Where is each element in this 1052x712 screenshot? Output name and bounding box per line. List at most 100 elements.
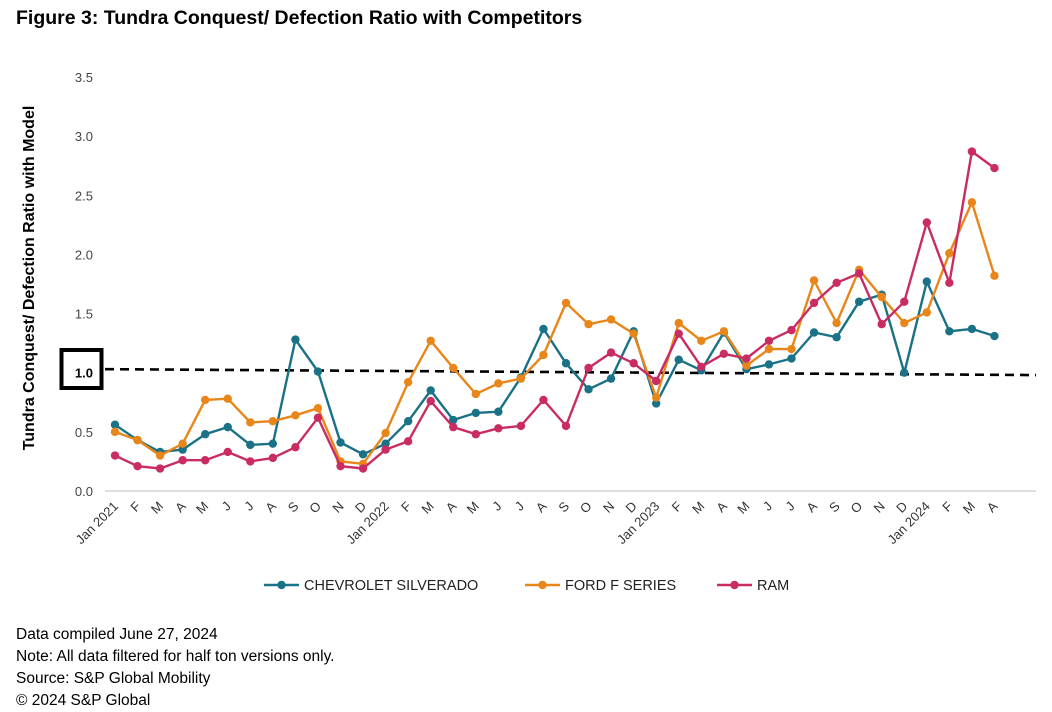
y-tick-label: 3.5 [75,70,93,85]
data-point-ram [291,443,300,452]
legend-marker-icon [730,580,739,590]
data-point-chevrolet-silverado [809,328,819,337]
data-point-ford-f-series [110,427,120,437]
x-tick-label: A [262,498,279,515]
footer-source: Source: S&P Global Mobility [16,670,211,687]
data-point-ram [336,461,345,471]
x-tick-label: F [398,498,414,514]
data-point-chevrolet-silverado [246,440,255,450]
data-point-ford-f-series [403,377,413,387]
data-point-ford-f-series [471,389,480,399]
data-point-chevrolet-silverado [426,386,435,395]
x-tick-label: F [127,498,143,514]
data-point-chevrolet-silverado [313,367,323,376]
x-tick-label: A [984,498,1001,515]
data-point-ram [268,453,278,463]
data-point-chevrolet-silverado [764,360,774,369]
data-point-chevrolet-silverado [381,439,390,448]
legend-label: FORD F SERIES [565,578,676,594]
data-point-ford-f-series [494,379,503,388]
data-point-ram [787,325,796,335]
data-point-ram [201,456,210,465]
data-point-ram [516,421,526,431]
data-point-chevrolet-silverado [945,327,954,336]
x-tick-label: A [713,498,730,515]
data-point-ram [900,297,909,306]
data-point-chevrolet-silverado [787,354,796,363]
data-point-ford-f-series [629,329,638,338]
x-tick-label: A [172,498,189,515]
data-point-ford-f-series [268,417,278,426]
x-tick-label: S [826,498,843,515]
x-tick-label: J [512,499,527,514]
highlight-box-icon [59,348,104,390]
data-point-ford-f-series [945,249,954,258]
data-point-ram [990,163,999,173]
x-tick-label: O [577,499,595,517]
data-point-ram [922,218,931,227]
data-point-ford-f-series [742,361,751,370]
data-point-chevrolet-silverado [471,408,480,418]
x-tick-label: M [148,499,166,517]
y-tick-label: 3.0 [75,129,93,144]
x-tick-label: Jan 2024 [884,499,932,547]
data-point-ford-f-series [900,318,909,328]
data-point-ram [155,464,165,473]
data-point-ford-f-series [539,350,548,360]
data-point-ram [110,451,120,460]
data-point-ram [967,147,977,156]
legend-marker-icon [277,580,286,590]
x-tick-label: J [489,499,504,514]
x-tick-label: Jan 2023 [614,499,662,547]
data-point-ram [494,424,503,433]
data-point-chevrolet-silverado [900,368,909,377]
data-point-ford-f-series [877,292,886,302]
data-point-ford-f-series [561,298,571,308]
figure-title: Figure 3: Tundra Conquest/ Defection Rat… [16,7,583,29]
footer-compiled: Data compiled June 27, 2024 [16,626,218,643]
legend-marker-icon [538,580,547,590]
x-tick-label: J [760,499,775,514]
data-point-chevrolet-silverado [832,333,841,342]
data-point-chevrolet-silverado [990,331,999,341]
data-point-chevrolet-silverado [268,439,278,448]
data-point-ram [742,354,751,363]
x-tick-label: Jan 2021 [73,499,121,547]
data-point-chevrolet-silverado [494,407,503,416]
data-point-chevrolet-silverado [561,359,571,368]
x-tick-label: A [803,498,820,515]
data-point-ford-f-series [155,451,165,460]
data-point-ford-f-series [606,315,616,324]
data-point-ford-f-series [313,404,323,413]
data-point-ram [539,395,548,405]
data-point-chevrolet-silverado [110,420,120,429]
x-tick-label: O [848,499,866,517]
data-point-chevrolet-silverado [223,422,232,432]
data-point-ford-f-series [832,318,841,328]
footer-copyright: © 2024 S&P Global [16,692,151,709]
data-point-ram [719,349,729,358]
y-tick-label: 2.5 [75,188,93,203]
data-point-ram [426,396,435,406]
x-tick-label: M [419,499,437,517]
x-tick-label: O [306,499,324,517]
data-point-ram [945,278,954,288]
y-tick-label: 1.0 [75,366,93,381]
series-group [110,147,999,473]
legend: CHEVROLET SILVERADO FORD F SERIES RAM [264,578,789,594]
data-point-chevrolet-silverado [539,324,548,334]
y-tick-label: 0.0 [75,484,93,499]
x-tick-label: N [329,499,346,516]
data-point-ram [606,348,616,357]
data-point-ford-f-series [990,271,999,280]
data-point-ram [313,413,323,422]
data-point-ram [854,269,864,278]
x-tick-label: M [193,499,211,517]
data-point-ram [381,445,390,454]
data-point-ford-f-series [246,418,255,427]
x-tick-label: F [939,498,955,514]
data-point-ford-f-series [967,198,977,207]
data-point-ram [652,376,661,386]
data-point-ford-f-series [719,327,729,336]
y-axis-label: Tundra Conquest/ Defection Ratio with Mo… [21,106,38,451]
